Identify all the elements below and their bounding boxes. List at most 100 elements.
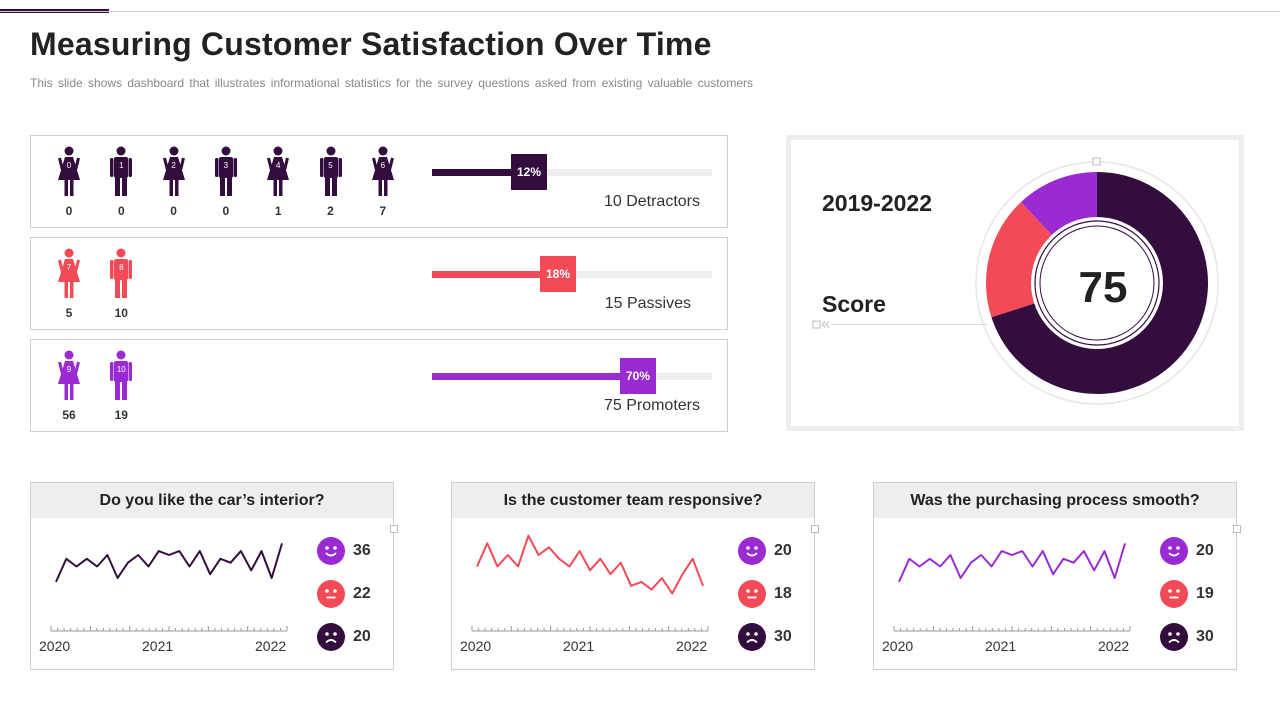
group-label: 15 Passives — [604, 295, 691, 312]
figure-index: 2 — [171, 161, 176, 170]
connector-chevrons — [821, 321, 830, 328]
figure-count: 7 — [379, 204, 387, 218]
figure-index: 4 — [275, 161, 281, 170]
x-tick-label: 2022 — [255, 638, 287, 654]
female-icon — [58, 350, 80, 400]
trend-chart — [50, 543, 288, 632]
rating-value: 22 — [353, 585, 371, 602]
neutral-face-icon — [317, 580, 345, 608]
figure-count: 2 — [327, 204, 334, 218]
figure-count: 0 — [65, 204, 73, 218]
sad-face-icon — [317, 623, 345, 651]
question-title: Was the purchasing process smooth? — [874, 483, 1236, 518]
rating-value: 18 — [774, 585, 792, 602]
x-tick-label: 2021 — [563, 638, 595, 654]
question-title: Is the customer team responsive? — [452, 483, 814, 518]
top-rule — [0, 11, 1280, 12]
question-title: Do you like the car’s interior? — [31, 483, 393, 518]
rating-value: 19 — [1196, 585, 1214, 602]
happy-face-icon — [317, 537, 345, 565]
question-card-purchasing: Was the purchasing process smooth? 2020 2… — [873, 482, 1241, 670]
male-icon — [110, 350, 133, 400]
female-icon — [58, 248, 80, 298]
figure-count: 5 — [65, 306, 73, 320]
rating-value: 20 — [1196, 542, 1214, 559]
promoters-panel: 9 56 10 19 70% 75 Promoters — [30, 339, 728, 432]
neutral-face-icon — [1160, 580, 1188, 608]
person-figure: 9 56 — [54, 350, 84, 422]
percent-badge: 70% — [620, 358, 656, 394]
female-icon — [371, 146, 394, 196]
neutral-face-icon — [738, 580, 766, 608]
figure-index: 7 — [66, 263, 72, 272]
rating-value: 20 — [353, 628, 371, 645]
inner-ring-2 — [1039, 225, 1155, 341]
progress-track: 12% — [432, 154, 712, 190]
rating-value: 30 — [774, 628, 792, 645]
score-panel: 2019-2022 Score 75 — [786, 135, 1244, 431]
connector-box — [812, 320, 821, 329]
donut-segment-promoters — [991, 172, 1208, 394]
score-value: 75 — [1078, 263, 1128, 312]
score-label: Score — [822, 291, 886, 317]
rating-value: 30 — [1196, 628, 1214, 645]
corner-marker — [1233, 525, 1241, 533]
female-icon — [162, 146, 185, 196]
figure-index: 6 — [380, 161, 386, 170]
figure-index: 8 — [119, 263, 124, 272]
figure-count: 10 — [114, 306, 128, 320]
trend-chart — [893, 543, 1131, 632]
x-tick-label: 2021 — [985, 638, 1017, 654]
group-label: 10 Detractors — [603, 193, 700, 210]
x-tick-label: 2022 — [676, 638, 708, 654]
question-card-interior: Do you like the car’s interior? 2020 2021… — [30, 482, 398, 670]
x-tick-label: 2020 — [39, 638, 71, 654]
trend-line — [476, 534, 704, 595]
female-icon — [267, 146, 290, 196]
male-icon — [110, 146, 133, 196]
inner-ring — [1034, 220, 1160, 346]
rating-value: 20 — [774, 542, 792, 559]
progress-track: 70% — [432, 358, 712, 394]
rating-value: 36 — [353, 542, 371, 559]
figure-index: 9 — [66, 365, 72, 374]
ring-marker — [1092, 157, 1101, 166]
figure-index: 5 — [328, 161, 333, 170]
x-tick-label: 2020 — [460, 638, 492, 654]
progress-fill — [432, 169, 519, 176]
figure-count: 0 — [117, 204, 125, 218]
x-tick-label: 2020 — [882, 638, 914, 654]
score-donut — [812, 157, 1219, 405]
figure-count: 56 — [62, 408, 76, 422]
question-card-responsive: Is the customer team responsive? 2020 202… — [451, 482, 819, 670]
person-figure: 8 10 — [106, 248, 136, 320]
x-tick-label: 2022 — [1098, 638, 1130, 654]
page-title: Measuring Customer Satisfaction Over Tim… — [30, 26, 712, 62]
progress-fill — [432, 373, 628, 380]
progress-track: 18% — [432, 256, 712, 292]
percent-badge: 12% — [511, 154, 547, 190]
female-icon — [58, 146, 80, 196]
sad-face-icon — [1160, 623, 1188, 651]
happy-face-icon — [738, 537, 766, 565]
male-icon — [214, 146, 237, 196]
figure-count: 1 — [274, 204, 282, 218]
trend-line — [55, 543, 283, 583]
figure-index: 0 — [66, 161, 72, 170]
male-icon — [110, 248, 133, 298]
figure-index: 10 — [116, 365, 126, 374]
group-label: 75 Promoters — [603, 397, 700, 414]
passives-panel: 7 5 8 10 18% 15 Passives — [30, 237, 728, 330]
score-years: 2019-2022 — [822, 190, 932, 216]
trend-line — [898, 543, 1126, 583]
page-subtitle: This slide shows dashboard that illustra… — [30, 76, 753, 90]
figure-count: 19 — [114, 408, 128, 422]
figure-index: 1 — [119, 161, 124, 170]
